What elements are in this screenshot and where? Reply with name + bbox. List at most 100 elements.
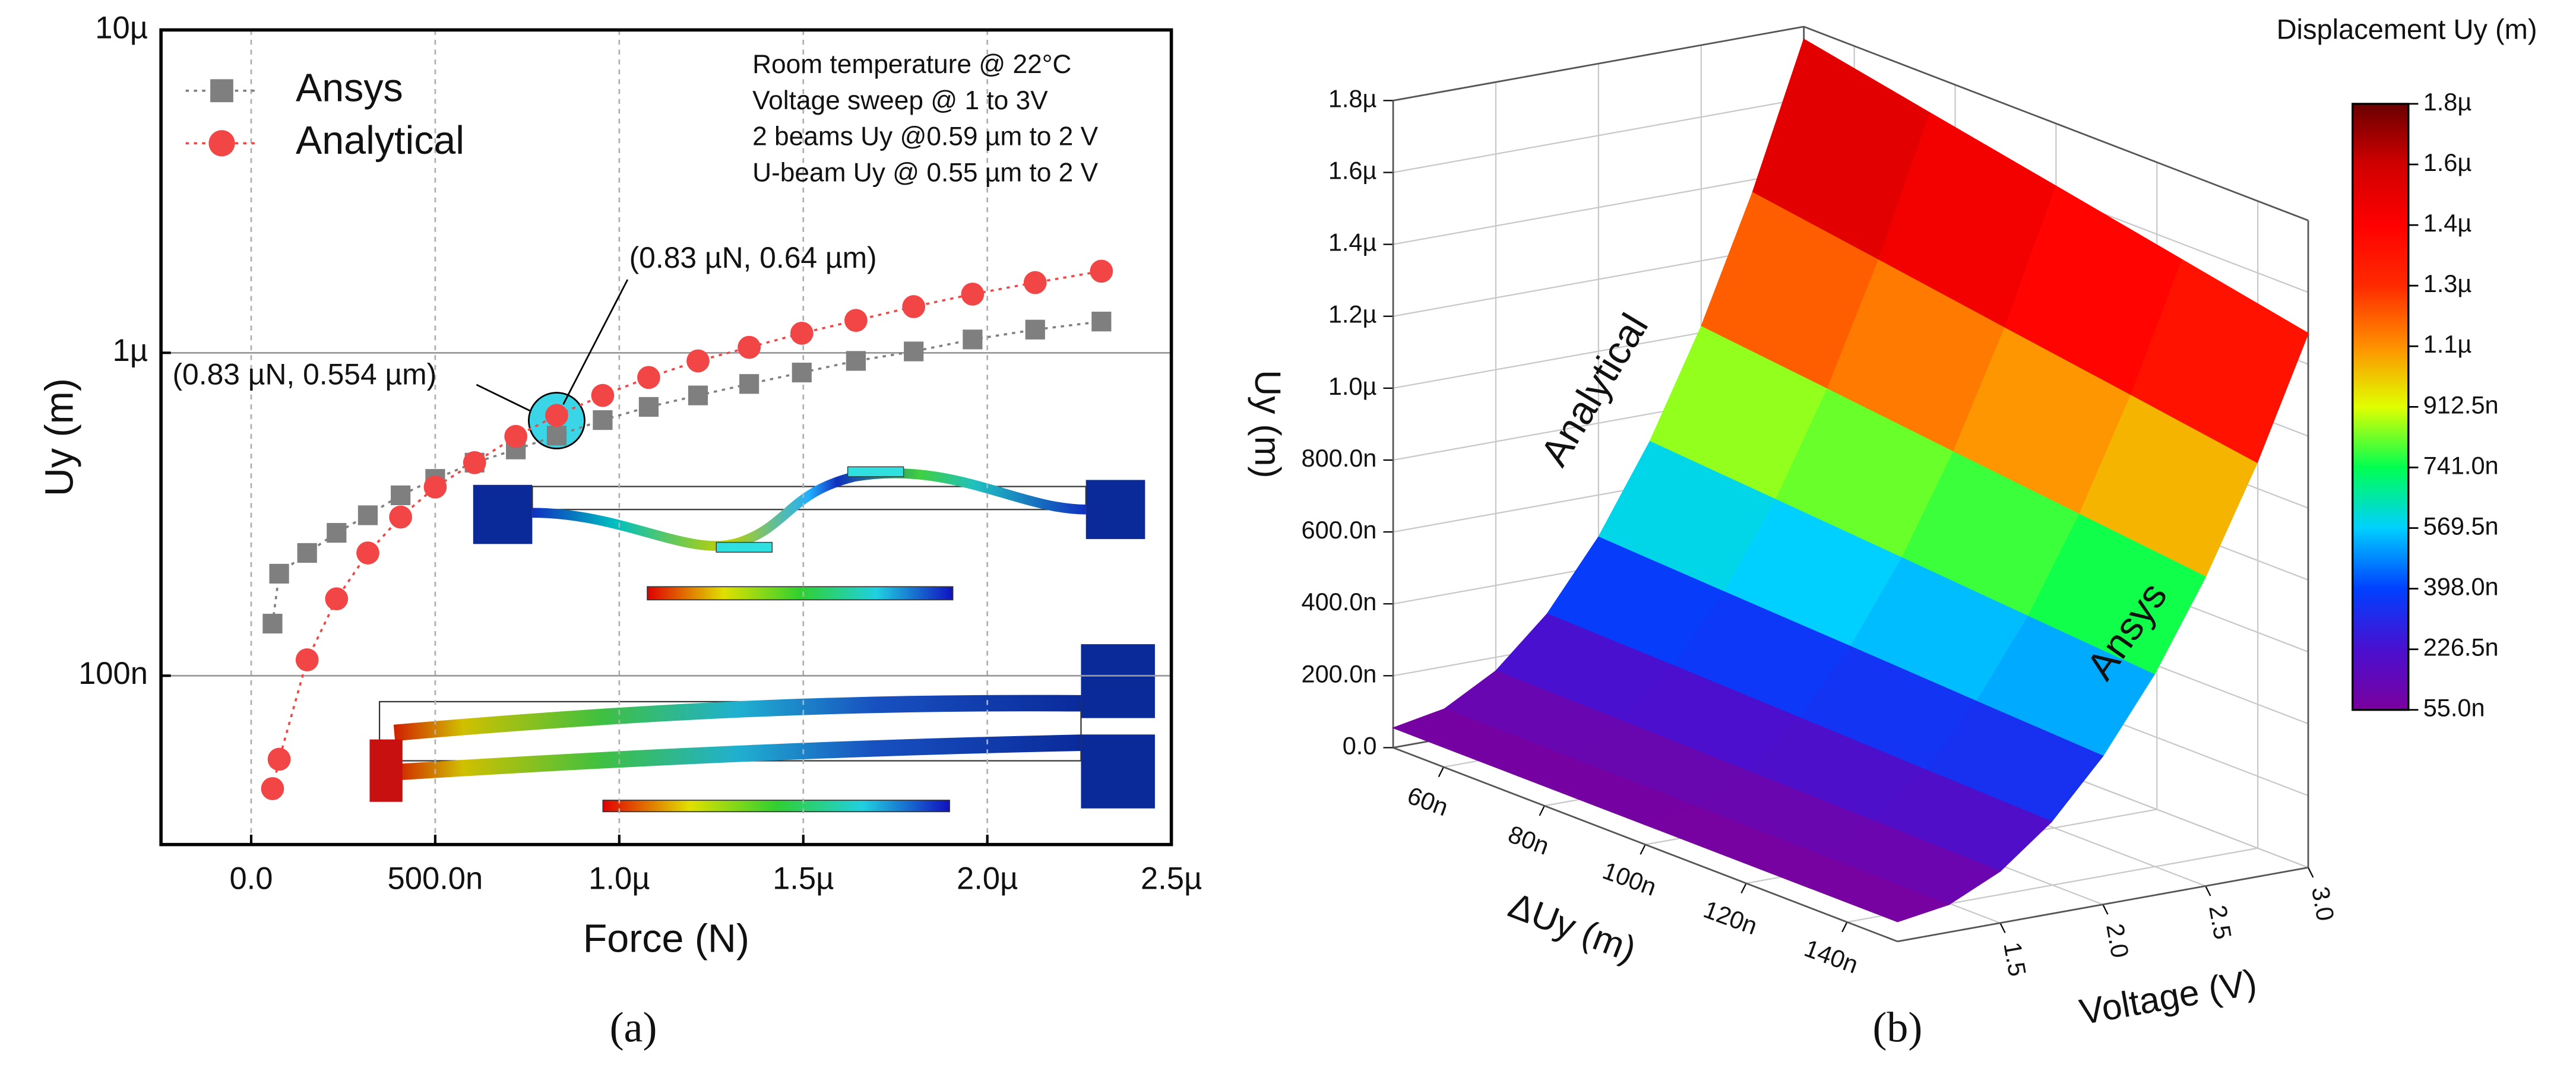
info-text: 2 beams Uy @0.59 µm to 2 V: [752, 122, 1098, 151]
x-tick-label: 120n: [1700, 895, 1761, 940]
x-tick-label: 140n: [1801, 934, 1862, 979]
x-tick-label: 0.0: [229, 861, 273, 896]
z-tick-label: 1.0µ: [1328, 372, 1377, 400]
x-tick: [1640, 844, 1646, 855]
x-tick: [1841, 921, 1848, 933]
z-tick-label: 1.6µ: [1328, 156, 1377, 184]
z-tick-label: 0.0: [1343, 731, 1377, 759]
marker: [391, 485, 411, 505]
marker: [262, 613, 283, 634]
colorbar-tick-label: 226.5n: [2423, 633, 2499, 661]
panel-label: (b): [1872, 1004, 1922, 1051]
marker: [327, 522, 347, 543]
z-axis-label: Uy (m): [1248, 370, 1288, 478]
marker: [902, 295, 926, 318]
marker: [267, 747, 291, 771]
z-tick-label: 400.0n: [1302, 588, 1377, 616]
fem-inset-two-beams: [473, 466, 1145, 601]
x-tick-label: 2.0µ: [957, 861, 1018, 896]
marker: [688, 385, 708, 405]
y-tick-label: 2.0: [2101, 921, 2134, 960]
marker: [963, 329, 983, 350]
marker: [545, 404, 568, 427]
marker: [356, 541, 379, 565]
axis-edge: [1897, 867, 2309, 943]
annotation-leader: [562, 279, 629, 405]
colorbar: [2352, 103, 2410, 711]
x-axis-label: Force (N): [583, 917, 749, 961]
x-tick: [1740, 883, 1747, 894]
y-tick-label: 100n: [78, 656, 148, 691]
marker: [269, 563, 289, 584]
marker: [792, 362, 812, 383]
y-tick-label: 1.5: [1998, 940, 2031, 978]
x-tick-label: 100n: [1599, 856, 1660, 901]
legend-label: Analytical: [296, 119, 464, 163]
annotation: (0.83 µN, 0.64 µm): [629, 241, 877, 274]
marker: [325, 587, 349, 611]
marker: [686, 349, 710, 373]
legend-marker: [210, 79, 233, 103]
x-tick-label: 60n: [1404, 781, 1452, 822]
marker: [504, 424, 528, 448]
y-tick-label: 1µ: [112, 333, 148, 368]
info-text: Room temperature @ 22°C: [752, 50, 1071, 79]
fem-inset-u-beam: [369, 644, 1155, 813]
marker: [961, 283, 985, 306]
z-tick-label: 800.0n: [1302, 444, 1377, 472]
marker: [463, 451, 486, 474]
marker: [739, 374, 759, 394]
colorbar-tick-label: 55.0n: [2423, 694, 2485, 722]
marker: [637, 366, 660, 389]
colorbar-title: Displacement Uy (m): [2277, 14, 2537, 45]
y-axis-label: Uy (m): [38, 378, 82, 496]
marker: [1025, 319, 1045, 340]
z-tick-label: 1.8µ: [1328, 84, 1377, 112]
colorbar-tick-label: 1.4µ: [2423, 209, 2472, 237]
y-tick-label: 2.5: [2204, 903, 2237, 942]
annotation: (0.83 µN, 0.554 µm): [172, 357, 436, 391]
x-axis-label: ΔUy (m): [1504, 885, 1642, 969]
y-tick: [1999, 923, 2006, 933]
marker: [844, 309, 868, 332]
x-tick: [1438, 766, 1444, 778]
y-tick: [2102, 904, 2109, 915]
panel-label: (a): [610, 1004, 657, 1051]
colorbar-tick-label: 398.0n: [2423, 573, 2499, 601]
marker: [546, 426, 567, 446]
x-tick-label: 500.0n: [388, 861, 483, 896]
series-line: [271, 320, 1102, 624]
marker: [423, 476, 447, 499]
marker: [1091, 312, 1112, 332]
plot-frame: [159, 28, 1173, 847]
z-tick-label: 1.2µ: [1328, 300, 1377, 328]
marker: [638, 397, 659, 417]
colorbar-tick-label: 1.6µ: [2423, 148, 2472, 176]
marker: [297, 543, 317, 563]
marker: [738, 335, 761, 359]
y-axis-label: Voltage (V): [2077, 962, 2259, 1032]
colorbar-tick-label: 741.0n: [2423, 451, 2499, 479]
colorbar-tick-label: 1.8µ: [2423, 88, 2472, 116]
colorbar-tick-label: 569.5n: [2423, 512, 2499, 540]
marker: [591, 383, 615, 407]
info-text: U-beam Uy @ 0.55 µm to 2 V: [752, 159, 1098, 188]
y-tick-label: 10µ: [95, 10, 148, 45]
marker: [904, 341, 924, 362]
marker: [1090, 259, 1113, 283]
marker: [593, 410, 613, 430]
annotation-leader: [476, 383, 531, 412]
z-tick-label: 1.4µ: [1328, 229, 1377, 256]
marker: [389, 505, 413, 529]
x-tick-label: 2.5µ: [1141, 861, 1202, 896]
info-text: Voltage sweep @ 1 to 3V: [752, 86, 1048, 115]
colorbar-tick-label: 1.3µ: [2423, 270, 2472, 297]
z-tick-label: 200.0n: [1302, 660, 1377, 687]
y-tick-label: 3.0: [2306, 885, 2340, 923]
x-tick: [1539, 805, 1545, 816]
marker: [295, 648, 319, 671]
colorbar-tick-label: 1.1µ: [2423, 330, 2472, 358]
x-tick-label: 1.5µ: [773, 861, 834, 896]
